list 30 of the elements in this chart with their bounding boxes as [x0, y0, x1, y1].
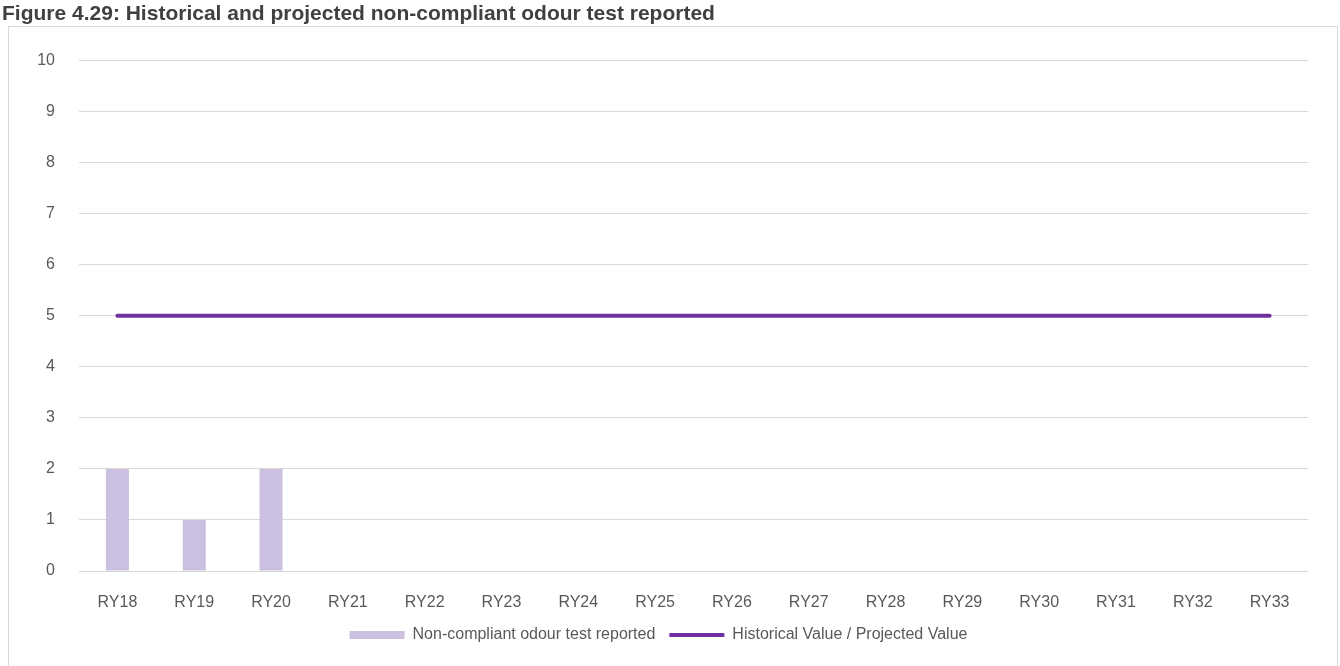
x-tick-label: RY20 [251, 593, 291, 611]
x-tick-label: RY22 [404, 593, 445, 611]
x-tick-label: RY28 [865, 593, 906, 611]
y-tick-label: 1 [46, 510, 56, 528]
y-tick-label: 2 [46, 459, 56, 477]
y-tick-label: 4 [46, 357, 56, 375]
legend-label: Historical Value / Projected Value [732, 625, 968, 643]
x-tick-label: RY25 [635, 593, 676, 611]
x-tick-label: RY26 [712, 593, 752, 611]
x-tick-label: RY27 [788, 593, 829, 611]
x-tick-label: RY18 [97, 593, 138, 611]
x-tick-label: RY21 [327, 593, 368, 611]
x-tick-label: RY30 [1019, 593, 1060, 611]
x-tick-label: RY24 [558, 593, 599, 611]
x-tick-label: RY32 [1172, 593, 1213, 611]
chart-title: Figure 4.29: Historical and projected non-compliant odour test reported [2, 0, 715, 25]
y-tick-label: 3 [46, 408, 56, 426]
x-tick-label: RY29 [942, 593, 983, 611]
y-tick-label: 5 [46, 306, 56, 324]
y-tick-label: 8 [46, 153, 56, 171]
legend-label: Non-compliant odour test reported [412, 625, 656, 643]
y-tick-label: 7 [46, 204, 56, 222]
y-tick-label: 0 [46, 561, 56, 579]
y-tick-label: 6 [46, 255, 56, 273]
x-tick-label: RY19 [174, 593, 215, 611]
y-tick-label: 10 [37, 51, 56, 69]
x-tick-label: RY23 [481, 593, 522, 611]
x-tick-label: RY31 [1096, 593, 1136, 611]
y-tick-label: 9 [46, 102, 56, 120]
x-tick-label: RY33 [1249, 593, 1290, 611]
